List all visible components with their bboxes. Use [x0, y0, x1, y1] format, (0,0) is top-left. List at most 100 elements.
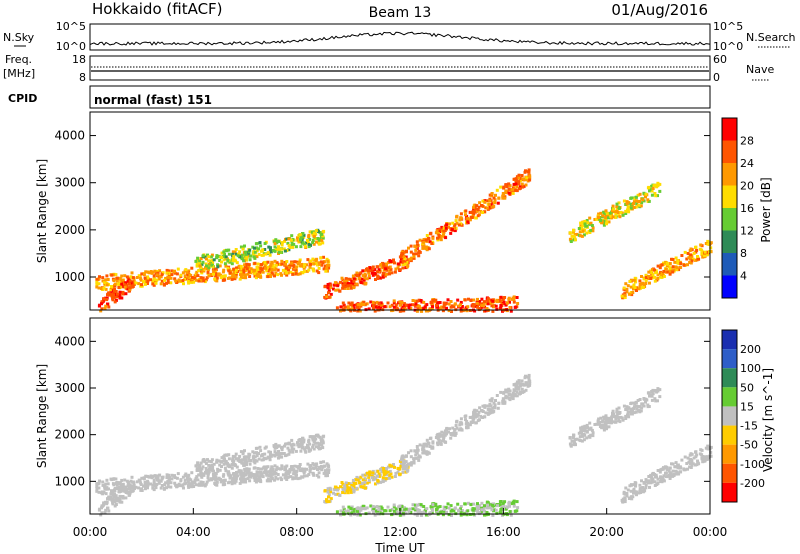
power-cell	[682, 263, 686, 267]
power-cell	[597, 212, 601, 216]
power-cell	[489, 203, 493, 207]
velocity-cell	[386, 470, 390, 474]
range-tick-label: 2000	[54, 428, 85, 442]
velocity-cell	[269, 468, 273, 472]
velocity-cell	[418, 443, 422, 447]
velocity-cell	[197, 466, 201, 470]
velocity-cell	[289, 468, 293, 472]
power-cell	[504, 189, 508, 193]
power-cell	[258, 270, 262, 274]
velocity-cell	[256, 477, 260, 481]
velocity-cell	[438, 432, 442, 436]
power-cell	[350, 301, 354, 305]
velocity-cell	[186, 480, 190, 484]
power-cell	[174, 279, 178, 283]
power-cell	[617, 201, 621, 205]
velocity-cell	[508, 510, 512, 514]
power-cell	[248, 275, 252, 278]
velocity-cell	[431, 503, 435, 507]
power-cell	[377, 268, 381, 272]
velocity-cell	[582, 438, 586, 442]
power-cell	[239, 264, 243, 268]
velocity-cell	[221, 474, 225, 478]
power-cell	[570, 234, 574, 238]
noise-right-tick-top: 10^5	[713, 20, 743, 33]
velocity-cell	[95, 489, 99, 493]
power-cell	[135, 276, 139, 279]
power-cell	[102, 286, 106, 290]
velocity-cell	[277, 467, 281, 471]
velocity-cell	[244, 455, 247, 459]
velocity-cell	[613, 420, 617, 424]
power-cell	[644, 276, 648, 279]
velocity-cell	[172, 474, 176, 478]
power-cell	[231, 272, 235, 276]
velocity-cell	[430, 446, 434, 450]
velocity-cell	[493, 406, 497, 410]
velocity-cell	[315, 462, 319, 466]
velocity-cell	[641, 490, 645, 494]
power-cell	[659, 275, 663, 279]
power-cell	[426, 237, 430, 241]
velocity-cell	[303, 467, 306, 471]
power-cell	[299, 245, 303, 249]
power-cell	[183, 274, 187, 278]
velocity-cell	[340, 481, 344, 484]
power-cell	[277, 250, 281, 254]
velocity-cell	[199, 480, 203, 484]
velocity-cell	[350, 505, 354, 509]
velocity-cell	[507, 501, 511, 505]
velocity-cell	[656, 469, 660, 472]
velocity-cell	[232, 474, 236, 478]
velocity-cell	[231, 463, 235, 467]
velocity-cell	[583, 427, 587, 431]
power-cell	[649, 277, 653, 280]
power-cell	[243, 263, 247, 267]
power-cell	[237, 252, 241, 256]
power-cell	[618, 215, 622, 219]
power-cell	[442, 233, 445, 237]
power-cell	[580, 226, 584, 230]
velocity-cell	[355, 507, 359, 511]
velocity-cell	[124, 485, 128, 489]
velocity-cell	[609, 419, 613, 423]
velocity-cell	[307, 447, 311, 451]
power-cell	[455, 221, 459, 225]
power-cell	[290, 261, 294, 265]
velocity-cell	[605, 427, 608, 431]
power-cell	[453, 223, 457, 227]
velocity-cell	[655, 475, 658, 479]
velocity-cell	[118, 500, 122, 504]
power-cell	[496, 300, 499, 304]
power-cell	[97, 282, 101, 286]
velocity-cell	[373, 476, 377, 480]
velocity-cell	[475, 505, 479, 509]
velocity-cell	[320, 443, 324, 447]
velocity-cell	[319, 437, 323, 441]
velocity-cell	[634, 400, 638, 404]
power-cell	[223, 252, 226, 256]
velocity-cell	[439, 510, 443, 514]
velocity-cell	[608, 416, 612, 420]
velocity-cell	[632, 411, 636, 415]
power-cell	[142, 280, 146, 283]
power-cell	[319, 233, 323, 237]
power-cell	[152, 274, 156, 278]
velocity-cell	[131, 489, 134, 493]
power-cell	[279, 247, 283, 251]
velocity-cell	[491, 503, 495, 507]
power-cell	[121, 278, 125, 282]
power-cell	[398, 268, 402, 272]
velocity-cell	[690, 459, 694, 463]
power-cell	[267, 269, 271, 273]
power-cell	[511, 188, 515, 192]
power-cell	[629, 196, 633, 200]
power-cell	[312, 242, 316, 246]
power-cell	[343, 287, 347, 290]
velocity-cell	[315, 473, 319, 477]
velocity-cell	[152, 478, 156, 482]
velocity-cell	[377, 506, 381, 510]
power-cell	[439, 306, 443, 310]
power-cell	[399, 260, 403, 264]
power-cell	[283, 261, 287, 264]
